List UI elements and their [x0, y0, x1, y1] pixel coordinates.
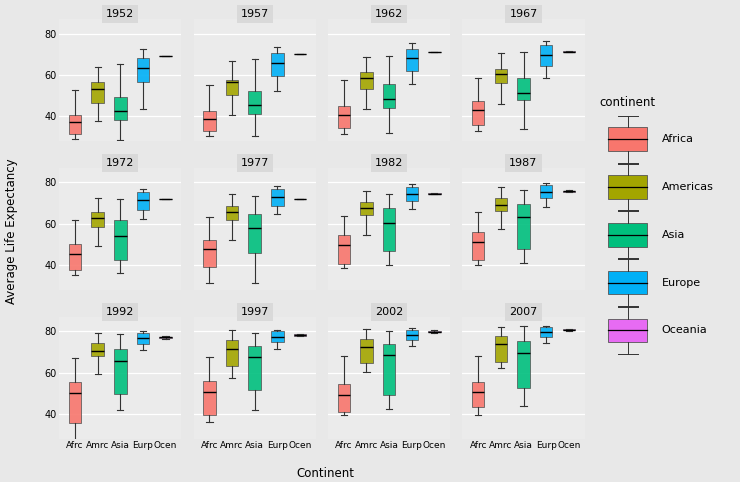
- PathPatch shape: [249, 214, 261, 253]
- Text: Europe: Europe: [662, 278, 701, 288]
- PathPatch shape: [383, 344, 395, 394]
- PathPatch shape: [204, 111, 215, 131]
- PathPatch shape: [540, 185, 552, 198]
- PathPatch shape: [137, 58, 149, 82]
- PathPatch shape: [562, 329, 575, 330]
- PathPatch shape: [517, 78, 530, 100]
- PathPatch shape: [406, 187, 418, 201]
- PathPatch shape: [92, 343, 104, 356]
- PathPatch shape: [383, 208, 395, 251]
- PathPatch shape: [360, 72, 373, 89]
- Text: Africa: Africa: [662, 134, 693, 144]
- PathPatch shape: [226, 80, 238, 95]
- Title: 1962: 1962: [375, 9, 403, 19]
- PathPatch shape: [92, 212, 104, 227]
- PathPatch shape: [562, 190, 575, 192]
- PathPatch shape: [337, 106, 350, 128]
- PathPatch shape: [494, 198, 507, 211]
- PathPatch shape: [226, 206, 238, 220]
- PathPatch shape: [540, 45, 552, 66]
- Title: 1992: 1992: [106, 307, 135, 317]
- FancyBboxPatch shape: [608, 223, 648, 247]
- PathPatch shape: [517, 341, 530, 388]
- FancyBboxPatch shape: [608, 127, 648, 151]
- Title: 1997: 1997: [240, 307, 269, 317]
- PathPatch shape: [337, 235, 350, 264]
- Text: Asia: Asia: [662, 230, 685, 240]
- PathPatch shape: [114, 97, 127, 120]
- PathPatch shape: [472, 231, 485, 260]
- PathPatch shape: [69, 244, 81, 270]
- PathPatch shape: [472, 101, 485, 125]
- PathPatch shape: [472, 382, 485, 406]
- Title: 1972: 1972: [106, 158, 135, 168]
- Text: Continent: Continent: [297, 467, 354, 480]
- Title: 1957: 1957: [240, 9, 269, 19]
- FancyBboxPatch shape: [608, 175, 648, 199]
- PathPatch shape: [271, 331, 283, 342]
- Text: Oceania: Oceania: [662, 325, 707, 335]
- PathPatch shape: [406, 49, 418, 71]
- Title: 2002: 2002: [375, 307, 403, 317]
- PathPatch shape: [517, 204, 530, 249]
- PathPatch shape: [114, 220, 127, 260]
- PathPatch shape: [69, 382, 81, 423]
- PathPatch shape: [271, 53, 283, 76]
- Title: 2007: 2007: [509, 307, 538, 317]
- PathPatch shape: [337, 384, 350, 412]
- Title: 1977: 1977: [240, 158, 269, 168]
- PathPatch shape: [137, 333, 149, 344]
- PathPatch shape: [360, 339, 373, 363]
- Title: 1967: 1967: [509, 9, 538, 19]
- PathPatch shape: [360, 202, 373, 215]
- PathPatch shape: [540, 327, 552, 337]
- PathPatch shape: [69, 115, 81, 134]
- PathPatch shape: [494, 336, 507, 362]
- FancyBboxPatch shape: [608, 319, 648, 342]
- FancyBboxPatch shape: [608, 271, 648, 295]
- PathPatch shape: [406, 330, 418, 340]
- PathPatch shape: [428, 331, 440, 333]
- Text: continent: continent: [599, 96, 656, 109]
- Text: Americas: Americas: [662, 182, 713, 192]
- PathPatch shape: [294, 334, 306, 335]
- PathPatch shape: [383, 83, 395, 107]
- PathPatch shape: [226, 340, 238, 366]
- PathPatch shape: [92, 82, 104, 103]
- PathPatch shape: [494, 69, 507, 83]
- PathPatch shape: [204, 381, 215, 415]
- Title: 1952: 1952: [106, 9, 135, 19]
- PathPatch shape: [249, 346, 261, 390]
- PathPatch shape: [114, 349, 127, 394]
- Text: Average Life Expectancy: Average Life Expectancy: [4, 159, 18, 304]
- Title: 1982: 1982: [375, 158, 403, 168]
- PathPatch shape: [249, 91, 261, 114]
- PathPatch shape: [271, 189, 283, 206]
- Title: 1987: 1987: [509, 158, 538, 168]
- PathPatch shape: [159, 337, 172, 338]
- PathPatch shape: [137, 191, 149, 210]
- PathPatch shape: [204, 240, 215, 267]
